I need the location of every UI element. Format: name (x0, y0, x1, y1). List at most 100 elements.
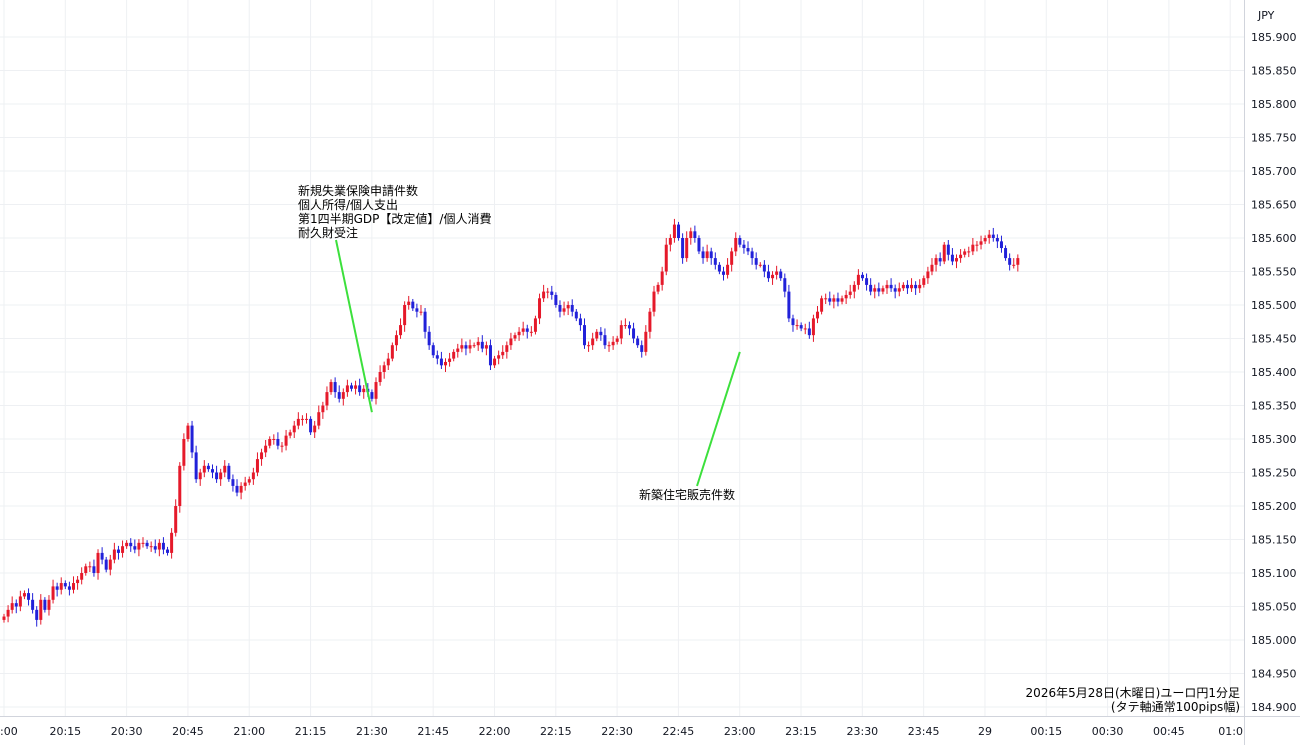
candle-body (640, 345, 644, 352)
candle-body (186, 425, 190, 439)
candle-body (664, 244, 668, 272)
candle-body (403, 305, 407, 326)
caption-line-2: (タテ軸通常100pips幅) (1111, 699, 1240, 714)
candle-body (685, 238, 689, 259)
candle-body (595, 331, 599, 339)
time-tick-label: 00:30 (1092, 725, 1124, 738)
candle-body (832, 298, 836, 302)
candle-body (202, 465, 206, 473)
candle-body (354, 385, 358, 389)
candle-body (607, 345, 611, 347)
time-tick-label: 22:00 (479, 725, 511, 738)
candle-body (1004, 248, 1008, 259)
candle-body (652, 291, 656, 312)
candle-body (313, 425, 317, 433)
time-tick-label: 23:45 (908, 725, 940, 738)
candle-body (501, 351, 505, 356)
candle-body (591, 338, 595, 346)
candle-body (51, 586, 55, 600)
candle-body (247, 479, 251, 483)
caption-line-1: 2026年5月28日(木曜日)ユーロ円1分足 (1026, 686, 1240, 700)
candle-body (145, 542, 149, 547)
candle-body (660, 271, 664, 285)
price-tick-label: 185.900 (1251, 31, 1297, 44)
candle-body (219, 472, 223, 480)
candle-body (419, 311, 423, 313)
candle-body (513, 335, 517, 339)
candle-body (648, 311, 652, 332)
candle-body (141, 542, 145, 544)
candle-body (934, 258, 938, 265)
candle-body (693, 231, 697, 238)
candle-body (235, 485, 239, 493)
candle-body (488, 345, 492, 366)
candle-body (950, 254, 954, 262)
candle-body (918, 284, 922, 289)
price-tick-label: 185.300 (1251, 433, 1297, 446)
candle-body (967, 251, 971, 253)
price-tick-label: 185.350 (1251, 400, 1297, 413)
candle-body (129, 542, 133, 547)
candle-body (349, 385, 353, 389)
price-tick-label: 184.950 (1251, 668, 1297, 681)
candle-body (795, 325, 799, 327)
candle-body (893, 288, 897, 292)
candle-body (705, 251, 709, 259)
annotation-label: 新築住宅販売件数 (639, 487, 735, 502)
candle-body (161, 542, 165, 550)
candle-body (497, 355, 501, 359)
annotation-label: 第1四半期GDP【改定値】/個人消費 (298, 211, 491, 226)
candle-body (268, 439, 272, 446)
candle-body (374, 382, 378, 399)
price-tick-label: 185.050 (1251, 601, 1297, 614)
candle-body (444, 361, 448, 366)
candle-body (2, 616, 6, 620)
candle-body (603, 335, 607, 346)
candle-body (750, 251, 754, 259)
candle-body (775, 271, 779, 275)
candle-body (554, 294, 558, 305)
currency-label: JPY (1257, 9, 1275, 22)
candle-body (31, 599, 35, 610)
candle-body (411, 301, 415, 309)
candle-body (856, 274, 860, 285)
candle-body (860, 274, 864, 279)
candle-body (337, 392, 341, 399)
candle-body (178, 465, 182, 506)
candle-body (901, 284, 905, 289)
candle-body (525, 328, 529, 332)
price-tick-label: 185.550 (1251, 266, 1297, 279)
candle-body (210, 469, 214, 473)
time-tick-label: 22:45 (663, 725, 695, 738)
candle-body (10, 603, 14, 610)
candle-body (300, 418, 304, 420)
candle-body (1008, 258, 1012, 265)
candle-body (476, 341, 480, 346)
candle-body (709, 251, 713, 259)
candle-body (656, 284, 660, 292)
candle-body (816, 311, 820, 319)
price-tick-label: 185.250 (1251, 467, 1297, 480)
candle-body (914, 284, 918, 289)
candle-body (333, 382, 337, 393)
candle-body (615, 338, 619, 342)
candle-body (427, 331, 431, 346)
candle-body (468, 345, 472, 349)
candle-body (877, 288, 881, 292)
candle-body (190, 425, 194, 453)
candle-body (452, 351, 456, 359)
price-tick-label: 185.650 (1251, 199, 1297, 212)
candle-body (464, 345, 468, 349)
candle-body (260, 452, 264, 460)
time-tick-label: 22:30 (601, 725, 633, 738)
candle-body (166, 549, 170, 553)
time-tick-label: 23:30 (846, 725, 878, 738)
candle-body (799, 325, 803, 329)
candle-body (627, 325, 631, 329)
candle-body (149, 546, 153, 548)
candle-body (995, 238, 999, 242)
candle-body (746, 248, 750, 252)
candle-body (873, 288, 877, 292)
price-tick-label: 185.800 (1251, 98, 1297, 111)
